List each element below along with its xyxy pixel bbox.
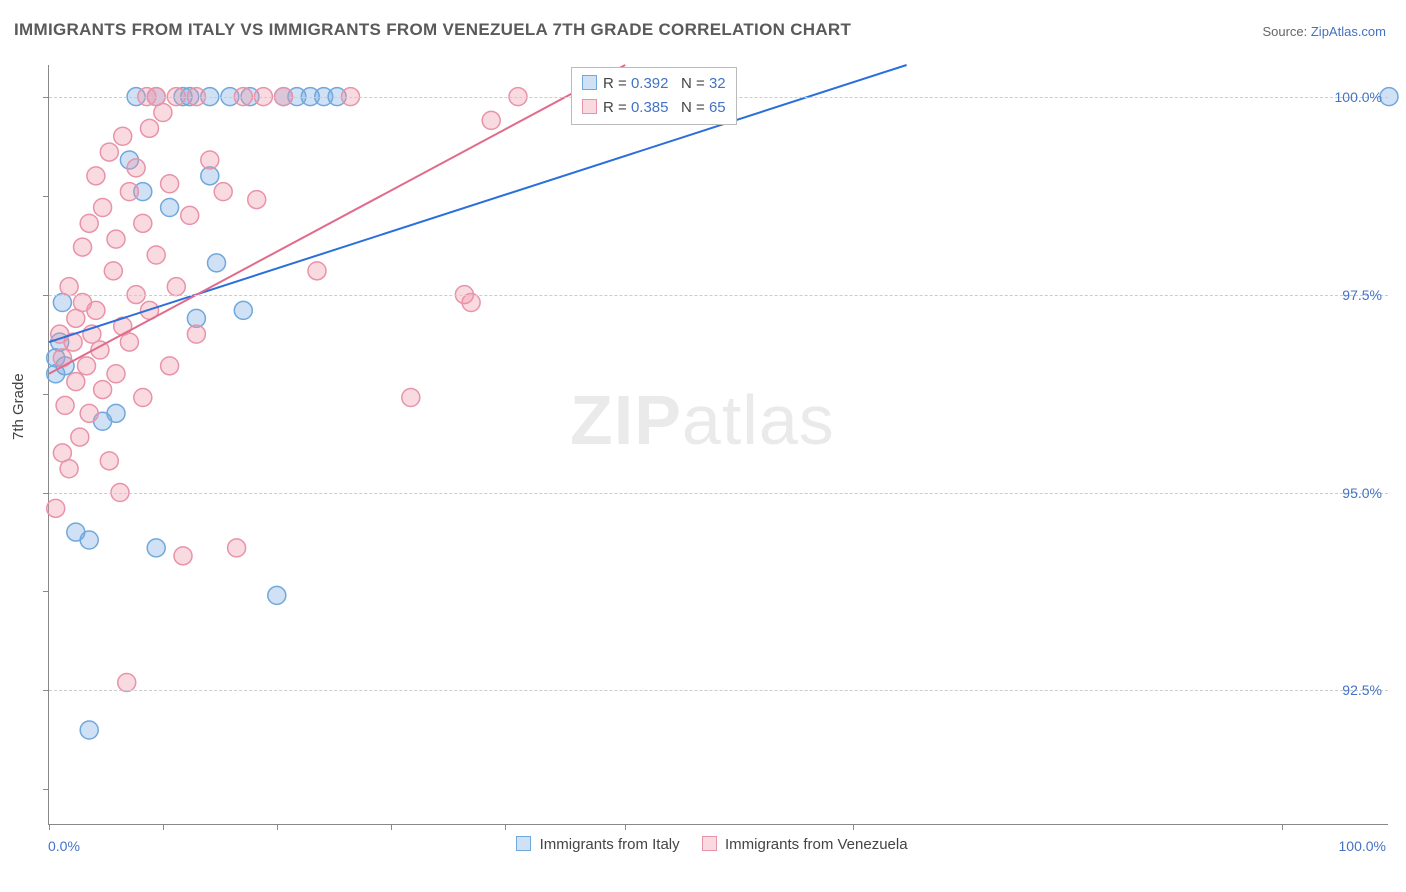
data-point-venezuela — [104, 262, 122, 280]
data-point-venezuela — [120, 333, 138, 351]
data-point-venezuela — [181, 206, 199, 224]
data-point-venezuela — [201, 151, 219, 169]
data-point-venezuela — [71, 428, 89, 446]
data-point-venezuela — [462, 294, 480, 312]
n-value: 32 — [709, 75, 726, 92]
data-point-venezuela — [482, 111, 500, 129]
legend-swatch-italy — [516, 836, 531, 851]
y-tick-mark — [43, 394, 49, 395]
data-point-venezuela — [80, 214, 98, 232]
legend-swatch-venezuela — [582, 99, 597, 114]
y-tick-mark — [43, 591, 49, 592]
data-point-venezuela — [214, 183, 232, 201]
data-point-venezuela — [80, 404, 98, 422]
data-point-italy — [161, 199, 179, 217]
data-point-venezuela — [87, 301, 105, 319]
data-point-italy — [80, 721, 98, 739]
n-label: N = — [681, 75, 709, 92]
gridline — [49, 295, 1388, 296]
chart-svg — [49, 65, 1388, 824]
data-point-venezuela — [60, 460, 78, 478]
data-point-venezuela — [248, 191, 266, 209]
data-point-venezuela — [127, 159, 145, 177]
data-point-venezuela — [118, 674, 136, 692]
data-point-venezuela — [147, 246, 165, 264]
y-tick-label: 95.0% — [1342, 485, 1382, 501]
data-point-venezuela — [47, 499, 65, 517]
legend-swatch-italy — [582, 75, 597, 90]
r-label: R = — [603, 75, 631, 92]
legend-row-venezuela: R = 0.385 N = 65 — [582, 96, 726, 120]
data-point-venezuela — [100, 452, 118, 470]
data-point-venezuela — [174, 547, 192, 565]
r-label: R = — [603, 99, 631, 116]
data-point-venezuela — [60, 278, 78, 296]
x-tick-mark — [505, 824, 506, 830]
data-point-venezuela — [308, 262, 326, 280]
r-value: 0.392 — [631, 75, 669, 92]
data-point-venezuela — [161, 357, 179, 375]
data-point-venezuela — [94, 381, 112, 399]
data-point-venezuela — [56, 396, 74, 414]
data-point-venezuela — [107, 230, 125, 248]
data-point-venezuela — [167, 278, 185, 296]
data-point-venezuela — [94, 199, 112, 217]
x-tick-mark — [853, 824, 854, 830]
y-tick-mark — [43, 295, 49, 296]
x-tick-mark — [277, 824, 278, 830]
data-point-venezuela — [107, 365, 125, 383]
x-tick-mark — [391, 824, 392, 830]
data-point-venezuela — [87, 167, 105, 185]
data-point-venezuela — [402, 389, 420, 407]
y-tick-label: 92.5% — [1342, 682, 1382, 698]
data-point-italy — [268, 586, 286, 604]
data-point-italy — [147, 539, 165, 557]
correlation-legend-box: R = 0.392 N = 32R = 0.385 N = 65 — [571, 67, 737, 125]
data-point-venezuela — [154, 104, 172, 122]
data-point-venezuela — [78, 357, 96, 375]
data-point-italy — [80, 531, 98, 549]
data-point-venezuela — [120, 183, 138, 201]
y-tick-label: 97.5% — [1342, 287, 1382, 303]
n-label: N = — [681, 99, 709, 116]
data-point-venezuela — [74, 238, 92, 256]
y-tick-label: 100.0% — [1335, 89, 1382, 105]
legend-bottom: Immigrants from Italy Immigrants from Ve… — [0, 836, 1406, 853]
r-value: 0.385 — [631, 99, 669, 116]
gridline — [49, 493, 1388, 494]
data-point-italy — [107, 404, 125, 422]
data-point-venezuela — [134, 214, 152, 232]
chart-title: IMMIGRANTS FROM ITALY VS IMMIGRANTS FROM… — [14, 20, 851, 40]
x-tick-mark — [49, 824, 50, 830]
legend-row-italy: R = 0.392 N = 32 — [582, 72, 726, 96]
legend-label-venezuela: Immigrants from Venezuela — [725, 836, 908, 853]
legend-label-italy: Immigrants from Italy — [540, 836, 680, 853]
y-tick-mark — [43, 493, 49, 494]
source-label: Source: — [1262, 24, 1310, 39]
data-point-venezuela — [161, 175, 179, 193]
x-tick-mark — [1282, 824, 1283, 830]
data-point-venezuela — [187, 325, 205, 343]
y-tick-mark — [43, 196, 49, 197]
source-attribution: Source: ZipAtlas.com — [1262, 24, 1386, 39]
gridline — [49, 690, 1388, 691]
y-tick-mark — [43, 97, 49, 98]
chart-plot-area: 92.5% 95.0% 97.5% 100.0% — [48, 65, 1388, 825]
n-value: 65 — [709, 99, 726, 116]
legend-swatch-venezuela — [702, 836, 717, 851]
data-point-venezuela — [141, 119, 159, 137]
data-point-italy — [208, 254, 226, 272]
data-point-venezuela — [67, 373, 85, 391]
data-point-venezuela — [228, 539, 246, 557]
x-tick-mark — [163, 824, 164, 830]
data-point-venezuela — [100, 143, 118, 161]
data-point-venezuela — [114, 127, 132, 145]
y-axis-label: 7th Grade — [10, 373, 27, 440]
y-tick-mark — [43, 690, 49, 691]
data-point-venezuela — [134, 389, 152, 407]
y-tick-mark — [43, 789, 49, 790]
data-point-italy — [234, 301, 252, 319]
source-link[interactable]: ZipAtlas.com — [1311, 24, 1386, 39]
x-tick-mark — [625, 824, 626, 830]
